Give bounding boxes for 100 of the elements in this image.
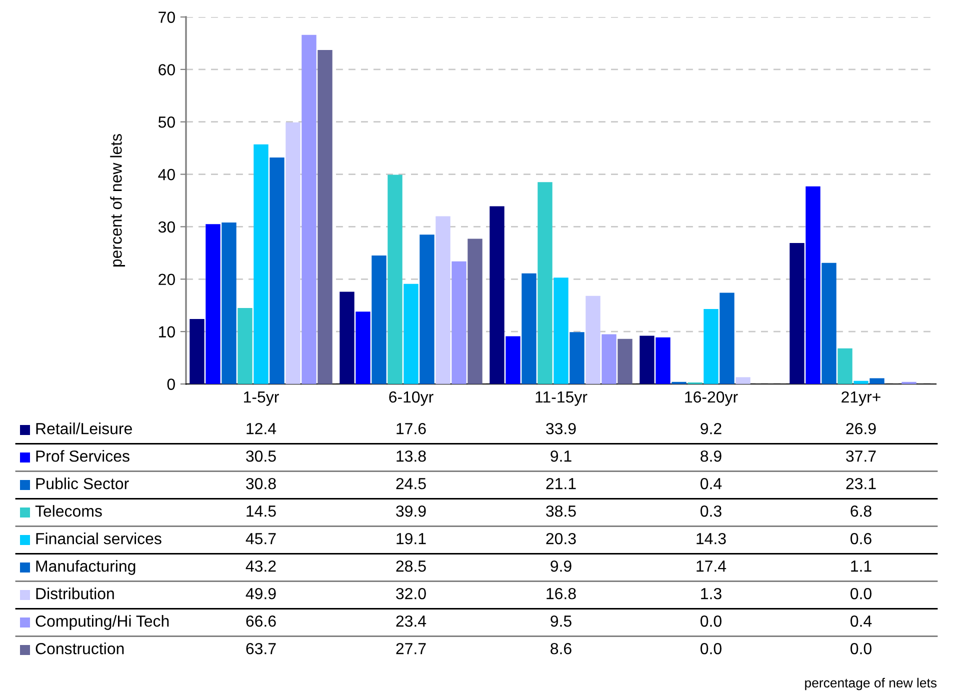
y-tick-label: 30 xyxy=(158,221,175,233)
data-label: 9.1 xyxy=(550,450,572,462)
data-label: 1.1 xyxy=(851,560,872,572)
data-label: 14.5 xyxy=(246,506,276,517)
data-label: 6.8 xyxy=(850,505,872,517)
bar xyxy=(286,122,300,384)
data-label: 37.7 xyxy=(846,450,876,462)
data-label: 17.6 xyxy=(396,422,426,434)
bar xyxy=(720,292,734,384)
legend-label: Prof Services xyxy=(36,450,130,462)
data-label: 0.0 xyxy=(700,615,722,627)
legend-label: Distribution xyxy=(36,588,114,600)
bar xyxy=(870,378,884,384)
bar xyxy=(490,206,504,384)
bar xyxy=(302,34,316,384)
data-label: 0.0 xyxy=(850,642,872,654)
data-label: 0.0 xyxy=(850,588,872,600)
data-label: 14.3 xyxy=(696,532,726,544)
bar xyxy=(806,186,820,384)
bar xyxy=(254,144,268,384)
legend-label: Computing/Hi Tech xyxy=(36,615,169,630)
legend-label: Telecoms xyxy=(35,505,102,517)
x-tick-label: 16-20yr xyxy=(685,391,738,406)
data-label: 26.9 xyxy=(846,422,876,434)
bar xyxy=(736,377,750,384)
data-label: 0.3 xyxy=(700,505,722,517)
text: percentage of new lets xyxy=(805,678,937,690)
data-label: 0.6 xyxy=(850,532,872,544)
legend-label: Public Sector xyxy=(36,478,129,490)
data-label: 28.5 xyxy=(396,560,426,572)
x-tick-label: 21yr+ xyxy=(842,391,880,406)
data-label: 9.2 xyxy=(700,422,722,434)
data-label: 27.7 xyxy=(396,642,426,654)
bar xyxy=(190,318,204,384)
bar xyxy=(238,308,252,384)
data-label: 30.8 xyxy=(246,478,276,490)
data-label: 8.6 xyxy=(550,642,572,654)
data-label: 49.9 xyxy=(246,588,276,600)
bar xyxy=(468,238,482,384)
legend-label: Manufacturing xyxy=(36,560,136,575)
bar xyxy=(318,50,332,384)
data-label: 30.5 xyxy=(246,450,276,462)
bar xyxy=(452,261,466,384)
data-label: 0.4 xyxy=(850,615,872,627)
data-label: 12.4 xyxy=(246,422,276,434)
data-label: 8.9 xyxy=(700,450,722,462)
x-tick-label: 6-10yr xyxy=(389,391,434,406)
bar xyxy=(506,336,520,384)
data-label: 20.3 xyxy=(546,532,576,544)
data-label: 0.0 xyxy=(700,642,722,654)
y-axis-title: percent of new lets xyxy=(110,134,125,266)
data-label: 45.7 xyxy=(246,533,276,544)
bar xyxy=(602,334,616,384)
legend-label: Retail/Leisure xyxy=(36,422,132,434)
bar xyxy=(586,296,600,384)
bar xyxy=(340,292,354,384)
bar xyxy=(404,284,418,384)
bar xyxy=(356,312,370,384)
legend-label: Construction xyxy=(36,642,124,654)
data-label: 63.7 xyxy=(246,642,276,654)
bar xyxy=(388,174,402,384)
bar xyxy=(270,158,284,384)
y-tick-label: 70 xyxy=(158,12,175,23)
bar xyxy=(372,256,386,384)
data-label: 16.8 xyxy=(546,588,576,600)
bar xyxy=(206,224,220,384)
data-label: 17.4 xyxy=(696,560,726,572)
y-tick-label: 40 xyxy=(158,168,175,180)
bar xyxy=(222,222,236,384)
data-label: 66.6 xyxy=(246,615,276,627)
bar xyxy=(838,348,852,384)
data-label: 32.0 xyxy=(396,588,426,600)
y-tick-label: 0 xyxy=(167,378,175,390)
data-label: 38.5 xyxy=(546,505,576,517)
bar xyxy=(854,380,868,384)
data-label: 43.2 xyxy=(246,560,276,572)
data-label: 23.4 xyxy=(396,615,426,627)
x-tick-label: 1-5yr xyxy=(244,392,279,406)
data-label: 0.4 xyxy=(700,478,722,490)
bar xyxy=(822,262,836,384)
bar xyxy=(640,336,654,384)
bar xyxy=(656,337,670,384)
data-label: 24.5 xyxy=(396,478,426,490)
data-label: 9.5 xyxy=(550,615,572,627)
x-tick-label: 11-15yr xyxy=(536,392,588,406)
bar xyxy=(570,332,584,384)
bar xyxy=(522,273,536,384)
data-label: 23.1 xyxy=(846,478,876,490)
data-label: 33.9 xyxy=(546,422,576,434)
y-tick-label: 60 xyxy=(158,64,175,76)
data-label: 39.9 xyxy=(396,505,426,517)
legend-label: Financial services xyxy=(36,532,162,544)
bar xyxy=(618,338,632,384)
y-tick-label: 10 xyxy=(159,326,175,338)
bar xyxy=(420,234,434,384)
data-label: 21.1 xyxy=(546,478,576,490)
data-label: 13.8 xyxy=(396,450,426,462)
y-tick-label: 50 xyxy=(158,116,175,128)
data-label: 19.1 xyxy=(396,532,426,544)
bar xyxy=(538,182,552,384)
